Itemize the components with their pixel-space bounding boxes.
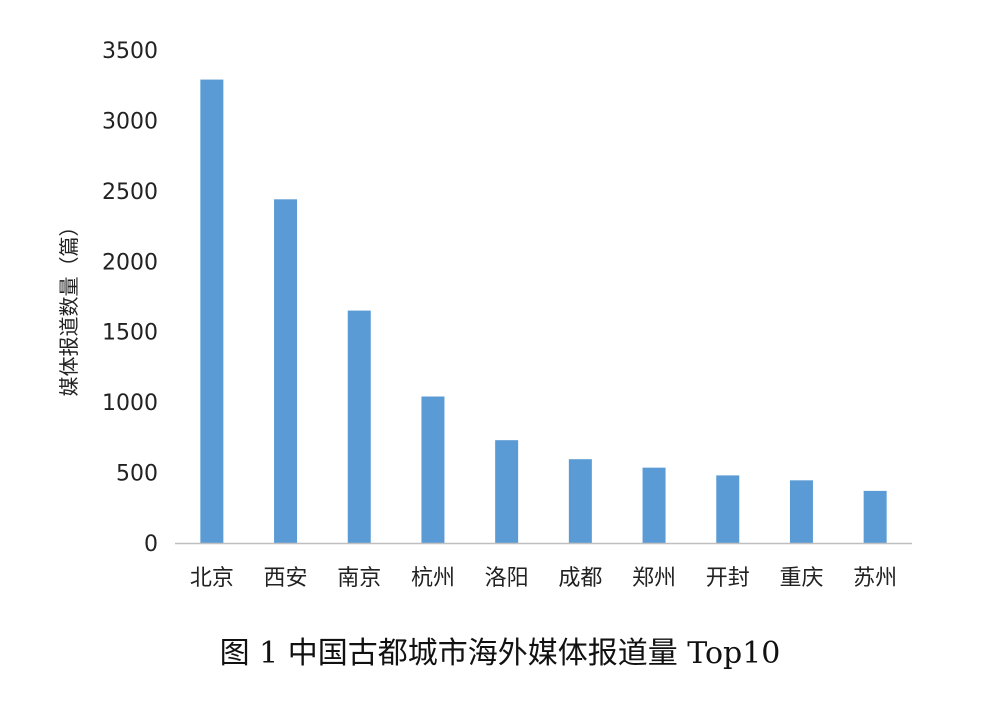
- y-tick-label: 500: [116, 462, 158, 487]
- x-category-label: 西安: [264, 566, 308, 591]
- y-tick-label: 0: [144, 532, 158, 557]
- y-tick-label: 2000: [102, 250, 158, 275]
- bar-7: [642, 467, 666, 543]
- y-tick-label: 3500: [102, 39, 158, 64]
- bar-chart-svg: 0 500 1000 1500 2000 2500 3000 3500 北京 西安 南京 杭州 洛阳 成…: [57, 39, 912, 591]
- bar-9: [789, 480, 813, 543]
- x-category-label: 南京: [337, 566, 381, 591]
- y-axis-title: 媒体报道数量（篇）: [57, 217, 81, 397]
- y-tick-label: 2500: [102, 180, 158, 205]
- bars: [200, 79, 887, 543]
- y-axis-ticks: 0 500 1000 1500 2000 2500 3000 3500: [102, 39, 158, 557]
- bar-1: [200, 79, 224, 543]
- x-category-label: 郑州: [632, 566, 676, 591]
- x-category-label: 重庆: [779, 566, 823, 591]
- bar-5: [495, 440, 519, 543]
- x-category-label: 北京: [190, 566, 234, 591]
- x-category-label: 杭州: [411, 566, 455, 591]
- y-tick-label: 1500: [102, 321, 158, 346]
- bar-2: [274, 199, 298, 543]
- bar-8: [716, 475, 740, 543]
- figure-caption: 图 1 中国古都城市海外媒体报道量 Top10: [219, 636, 781, 671]
- x-axis-labels: 北京 西安 南京 杭州 洛阳 成都 郑州 开封 重庆 苏州: [190, 566, 897, 591]
- chart: 0 500 1000 1500 2000 2500 3000 3500 北京 西安 南京 杭州 洛阳 成…: [57, 39, 912, 591]
- x-category-label: 成都: [558, 566, 602, 591]
- y-tick-label: 3000: [102, 109, 158, 134]
- bar-10: [863, 490, 887, 543]
- y-tick-label: 1000: [102, 391, 158, 416]
- bar-4: [421, 396, 445, 543]
- x-category-label: 苏州: [853, 566, 897, 591]
- bar-6: [568, 459, 592, 543]
- x-category-label: 洛阳: [485, 566, 529, 591]
- x-category-label: 开封: [706, 566, 750, 591]
- bar-3: [347, 310, 371, 543]
